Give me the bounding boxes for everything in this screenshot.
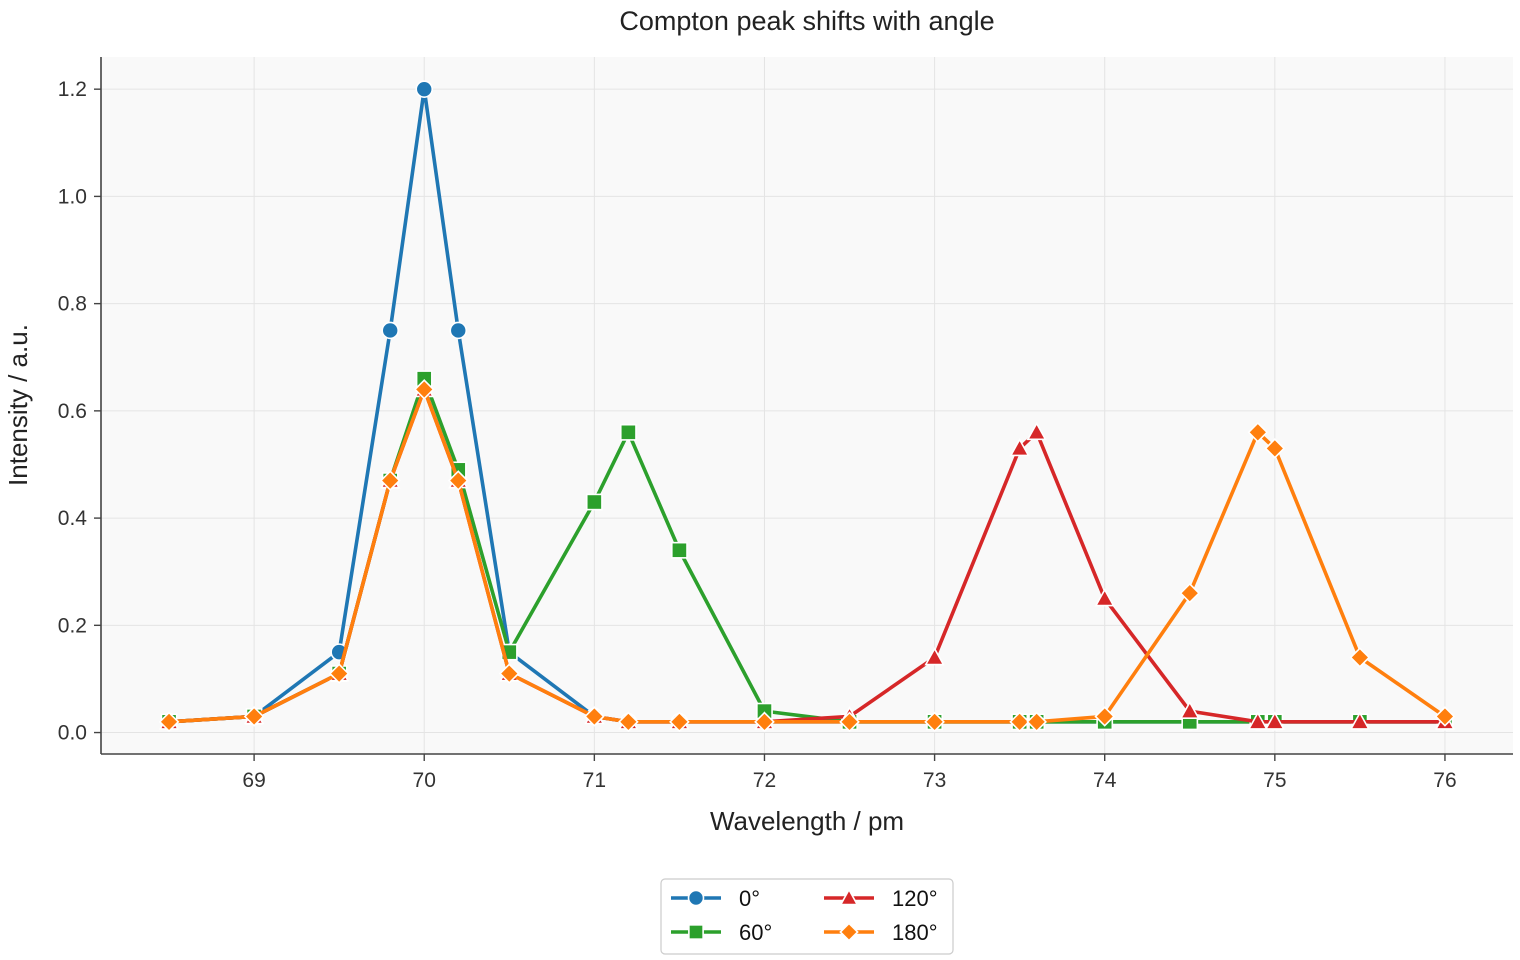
legend-marker [688, 924, 704, 940]
plot-background [101, 57, 1513, 754]
data-point-180deg [839, 711, 860, 733]
data-point-180deg [584, 706, 605, 727]
legend-label: 60° [739, 920, 772, 945]
x-tick-label: 75 [1263, 769, 1286, 792]
data-point-120deg [1264, 711, 1285, 730]
y-tick-label: 0.4 [58, 507, 88, 530]
legend-item-60deg: 60° [671, 920, 772, 945]
x-tick-label: 72 [753, 769, 776, 792]
series-180deg [158, 379, 1456, 733]
data-point-180deg [498, 663, 520, 684]
legend-item-120deg: 120° [824, 886, 938, 911]
data-point-60deg [671, 541, 688, 559]
data-point-120deg [1009, 437, 1030, 457]
x-tick-label: 71 [583, 769, 606, 792]
y-tick-label: 1.0 [58, 185, 87, 208]
y-tick-label: 0.2 [58, 614, 87, 637]
legend-label: 120° [892, 886, 938, 911]
y-axis-label: Intensity / a.u. [3, 324, 33, 486]
data-point-180deg [754, 711, 775, 733]
legend-item-0deg: 0° [671, 886, 760, 911]
data-point-60deg [585, 493, 603, 511]
data-point-180deg [243, 706, 265, 727]
legend: 0° 60° 120° 180° [660, 878, 954, 955]
data-point-120deg [1094, 588, 1115, 607]
data-point-180deg [669, 711, 690, 733]
axes [100, 57, 1513, 755]
data-point-60deg [619, 423, 637, 441]
data-point-180deg [328, 663, 350, 684]
x-tick-label: 73 [923, 769, 946, 792]
data-point-0deg [381, 321, 400, 340]
y-tick-label: 0.8 [58, 293, 87, 316]
y-tick-label: 1.2 [58, 78, 87, 101]
legend-label: 180° [892, 920, 938, 945]
data-point-180deg [1434, 706, 1456, 727]
series-layer [158, 80, 1456, 733]
data-point-180deg [158, 711, 180, 733]
data-point-180deg [618, 711, 639, 733]
x-ticks: 69 70 71 72 73 74 75 76 [242, 754, 1457, 792]
data-point-180deg [447, 470, 469, 491]
legend-marker [839, 888, 859, 906]
data-point-0deg [449, 321, 468, 340]
y-tick-label: 0.6 [58, 400, 87, 423]
legend-label: 0° [739, 886, 760, 911]
legend-marker [687, 889, 705, 907]
data-point-180deg [1247, 421, 1269, 443]
data-point-180deg [413, 379, 435, 400]
data-point-180deg [1264, 438, 1286, 459]
chart-title: Compton peak shifts with angle [619, 6, 994, 36]
legend-box [660, 878, 954, 955]
grid [101, 57, 1513, 754]
x-tick-label: 76 [1433, 769, 1456, 792]
data-point-180deg [379, 470, 401, 491]
data-point-180deg [1349, 647, 1371, 668]
data-point-180deg [924, 711, 945, 733]
y-ticks: 0.0 0.2 0.4 0.6 0.8 1.0 1.2 [58, 78, 101, 745]
legend-marker [839, 922, 859, 942]
x-tick-label: 70 [413, 769, 436, 792]
data-point-120deg [1179, 700, 1200, 719]
data-point-180deg [1179, 582, 1201, 604]
data-point-180deg [1094, 706, 1116, 727]
data-point-180deg [1026, 711, 1047, 733]
data-point-0deg [415, 80, 434, 98]
data-point-120deg [1026, 421, 1047, 441]
data-point-180deg [1009, 711, 1030, 733]
legend-item-180deg: 180° [824, 920, 938, 945]
x-tick-label: 74 [1093, 769, 1117, 792]
y-tick-label: 0.0 [58, 722, 87, 745]
data-point-120deg [1349, 711, 1371, 730]
x-tick-label: 69 [242, 769, 265, 792]
data-point-120deg [924, 647, 945, 666]
data-point-120deg [1247, 711, 1268, 730]
x-axis-label: Wavelength / pm [710, 806, 904, 836]
